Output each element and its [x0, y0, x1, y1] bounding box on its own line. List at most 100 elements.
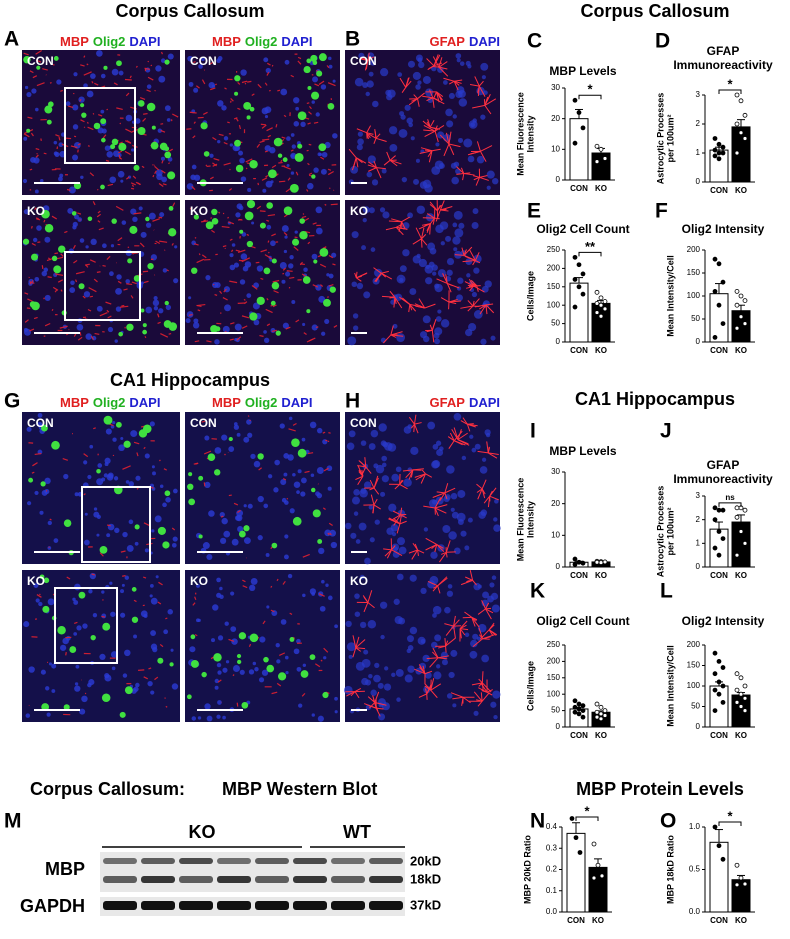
myelin-fiber — [271, 164, 277, 169]
nucleus — [494, 499, 499, 504]
olig2-cell — [289, 637, 295, 642]
nucleus — [198, 64, 203, 69]
data-point — [720, 507, 726, 513]
myelin-fiber — [198, 253, 201, 256]
myelin-fiber — [49, 518, 52, 521]
myelin-fiber — [260, 249, 267, 253]
nucleus — [221, 517, 228, 525]
data-point — [594, 159, 600, 165]
myelin-fiber — [203, 219, 206, 222]
olig2-cell — [270, 300, 276, 306]
myelin-fiber — [248, 643, 252, 648]
nucleus — [167, 609, 173, 615]
nucleus — [53, 151, 58, 156]
nucleus — [219, 586, 223, 591]
olig2-cell — [283, 206, 293, 215]
nucleus — [351, 281, 358, 288]
nucleus — [214, 447, 222, 454]
nucleus — [425, 264, 430, 269]
nucleus — [263, 337, 270, 343]
nucleus — [32, 237, 38, 243]
data-point — [738, 529, 744, 534]
nucleus — [204, 481, 211, 489]
nucleus — [489, 582, 495, 588]
astrocyte-process — [453, 625, 456, 639]
band — [255, 858, 289, 864]
myelin-fiber — [157, 313, 160, 318]
nucleus — [34, 189, 39, 194]
olig2-cell — [31, 301, 40, 311]
myelin-fiber — [237, 107, 241, 110]
significance-bracket — [718, 502, 742, 507]
nucleus — [440, 241, 445, 246]
panel-letter: A — [4, 28, 19, 51]
myelin-fiber — [23, 133, 30, 138]
significance-label: * — [587, 82, 593, 97]
olig2-cell — [164, 59, 170, 65]
panel-letter: D — [655, 30, 670, 53]
myelin-fiber — [264, 150, 269, 153]
nucleus — [472, 208, 479, 215]
myelin-fiber — [238, 124, 242, 130]
nucleus — [81, 695, 88, 703]
nucleus — [373, 674, 381, 683]
astrocyte-process — [460, 628, 469, 631]
nucleus — [446, 269, 453, 276]
myelin-fiber — [271, 329, 278, 332]
nucleus — [382, 211, 390, 219]
myelin-fiber — [218, 133, 224, 137]
myelin-fiber — [158, 581, 163, 586]
nucleus — [284, 500, 289, 505]
channel-label: DAPI — [129, 34, 160, 49]
image-label: CON — [350, 54, 377, 68]
data-point — [734, 700, 740, 705]
myelin-fiber — [122, 575, 126, 577]
astrocyte-process — [421, 238, 428, 246]
olig2-cell — [124, 686, 133, 695]
nucleus — [480, 62, 489, 71]
myelin-fiber — [66, 188, 71, 191]
myelin-fiber — [73, 259, 78, 264]
nucleus — [490, 701, 497, 708]
olig2-cell — [22, 238, 30, 245]
nucleus — [295, 106, 299, 111]
y-axis-label: Cells/Image — [525, 271, 535, 321]
nucleus — [257, 495, 264, 503]
myelin-fiber — [44, 322, 51, 327]
astrocyte-process — [431, 322, 436, 331]
nucleus — [224, 304, 232, 312]
nucleus — [236, 509, 244, 517]
nucleus — [195, 618, 200, 623]
section-title: CA1 Hippocampus — [110, 370, 270, 390]
myelin-fiber — [217, 679, 222, 683]
astrocyte-process — [413, 94, 418, 100]
nucleus — [346, 642, 356, 652]
olig2-cell — [228, 436, 233, 442]
myelin-fiber — [60, 289, 63, 292]
nucleus — [126, 544, 134, 552]
data-point — [598, 560, 604, 565]
nucleus — [59, 173, 64, 178]
nucleus — [427, 242, 436, 251]
olig2-cell — [63, 519, 72, 527]
nucleus — [423, 335, 430, 343]
nucleus — [437, 269, 446, 278]
astrocyte-process — [390, 334, 404, 337]
astrocyte-process — [459, 620, 468, 629]
myelin-fiber — [277, 89, 281, 92]
nucleus — [374, 519, 380, 525]
astrocyte-process — [381, 272, 393, 280]
astrocyte-process — [420, 227, 425, 239]
nucleus — [28, 666, 35, 673]
myelin-fiber — [143, 446, 146, 450]
astrocyte-process — [485, 608, 494, 614]
nucleus — [442, 524, 451, 533]
nucleus — [265, 180, 273, 188]
nucleus — [206, 715, 213, 722]
astrocyte-process — [454, 254, 465, 256]
nucleus — [170, 648, 174, 652]
nucleus — [223, 136, 229, 141]
data-point — [716, 141, 722, 147]
myelin-fiber — [322, 507, 326, 510]
nucleus — [197, 716, 202, 720]
